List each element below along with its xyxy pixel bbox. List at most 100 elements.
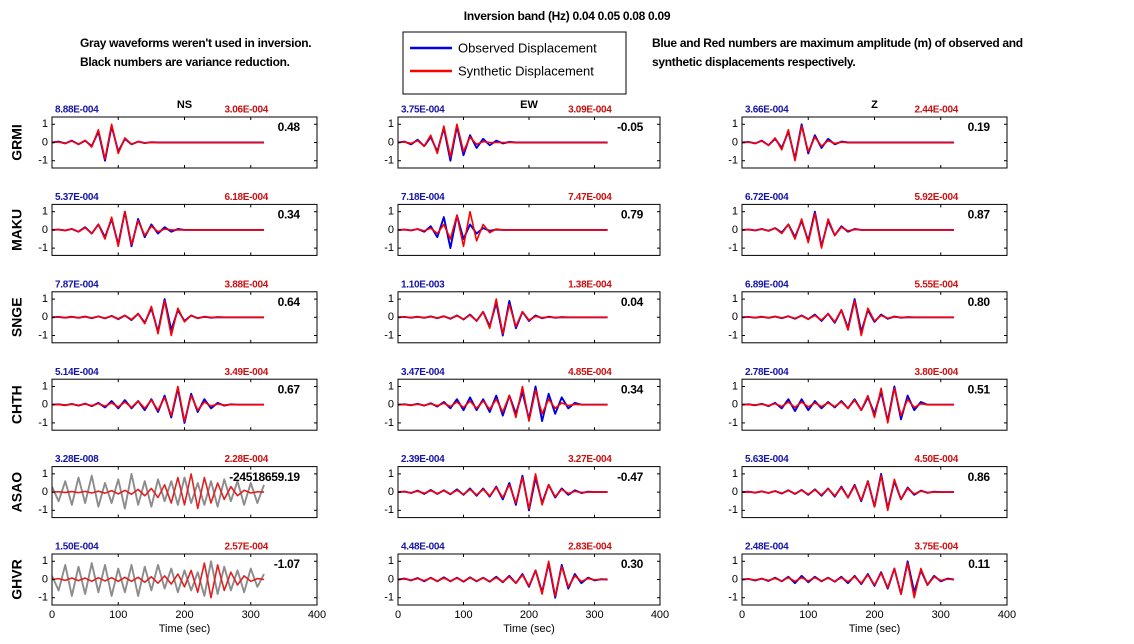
observed-max: 1.50E-004	[55, 542, 99, 553]
x-tick-label: 100	[109, 609, 127, 621]
y-tick-label: 1	[732, 468, 738, 480]
y-tick-label: 0	[388, 311, 394, 323]
variance-reduction: 0.87	[968, 208, 991, 222]
y-tick-label: -1	[384, 329, 394, 341]
y-tick-label: 0	[388, 486, 394, 498]
variance-reduction: 0.34	[278, 208, 301, 222]
x-tick-label: 100	[799, 609, 817, 621]
subplot: -1 0 1 2.78E-004 3.80E-004 0.51	[728, 367, 1008, 431]
station-label: SNGE	[9, 297, 25, 337]
waveforms	[742, 210, 954, 249]
waveform	[398, 210, 608, 248]
x-axis-label: Time (sec)	[159, 623, 211, 635]
observed-max: 7.18E-004	[401, 192, 445, 203]
waveform	[742, 387, 954, 424]
waveform	[52, 210, 264, 248]
synthetic-max: 3.75E-004	[915, 542, 959, 553]
x-tick-label: 200	[175, 609, 193, 621]
observed-max: 6.72E-004	[745, 192, 789, 203]
x-tick-label: 300	[585, 609, 603, 621]
x-tick-label: 400	[308, 609, 326, 621]
component-title: EW	[520, 99, 538, 111]
observed-max: 8.88E-004	[55, 105, 99, 116]
legend-label: Observed Displacement	[458, 40, 597, 55]
subplot: -1 0 1 8.88E-004 3.06E-004 0.48 NS GRMI	[9, 99, 318, 169]
waveforms	[52, 560, 265, 599]
subplot: -1 0 1 5.14E-004 3.49E-004 0.67 CHTH	[9, 367, 318, 431]
waveforms	[52, 210, 264, 248]
variance-reduction: 0.04	[621, 295, 644, 309]
variance-reduction: -1.07	[274, 557, 300, 571]
component-title: Z	[871, 99, 878, 111]
y-tick-label: 1	[732, 380, 738, 392]
waveforms	[742, 123, 954, 162]
subplot: -1 0 1 7.87E-004 3.88E-004 0.64 SNGE	[9, 279, 318, 344]
y-tick-label: 0	[732, 311, 738, 323]
synthetic-max: 2.28E-004	[225, 454, 269, 465]
variance-reduction: 0.30	[621, 557, 644, 571]
y-tick-label: 0	[388, 136, 394, 148]
y-tick-label: -1	[728, 417, 738, 429]
subplot: -1 0 1 6.72E-004 5.92E-004 0.87	[728, 192, 1008, 256]
subplot: -1 0 1 2.39E-004 3.27E-004 -0.47	[384, 454, 661, 519]
y-tick-label: 0	[732, 224, 738, 236]
observed-max: 4.48E-004	[401, 542, 445, 553]
plot-area	[742, 379, 1007, 431]
synthetic-max: 3.06E-004	[225, 105, 269, 116]
x-tick-label: 200	[520, 609, 538, 621]
legend-label: Synthetic Displacement	[458, 63, 594, 78]
component-title: NS	[177, 99, 192, 111]
waveforms	[398, 298, 608, 337]
y-tick-label: -1	[728, 242, 738, 254]
variance-reduction: -0.05	[617, 120, 643, 134]
y-tick-label: 0	[388, 573, 394, 585]
waveform	[52, 562, 265, 599]
y-tick-label: 1	[388, 555, 394, 567]
station-label: ASAO	[9, 472, 25, 513]
y-tick-label: 1	[42, 380, 48, 392]
waveforms	[398, 123, 608, 162]
plot-area	[742, 554, 1007, 605]
y-tick-label: 0	[732, 136, 738, 148]
waveforms	[52, 472, 265, 510]
variance-reduction: 0.48	[278, 120, 301, 134]
subplot: -1 0 1 3.66E-004 2.44E-004 0.19 Z	[728, 99, 1008, 169]
waveform	[742, 125, 954, 162]
y-tick-label: 1	[388, 468, 394, 480]
observed-max: 2.39E-004	[401, 454, 445, 465]
y-tick-label: -1	[728, 592, 738, 604]
y-tick-label: 0	[42, 136, 48, 148]
y-tick-label: -1	[384, 592, 394, 604]
legend-box	[402, 31, 627, 95]
variance-reduction: 0.11	[968, 557, 990, 571]
y-tick-label: 0	[42, 224, 48, 236]
synthetic-max: 5.55E-004	[915, 279, 959, 290]
y-tick-label: -1	[38, 155, 48, 167]
waveforms	[398, 210, 608, 250]
y-tick-label: -1	[728, 155, 738, 167]
station-label: MAKU	[9, 209, 25, 251]
observed-max: 2.48E-004	[745, 542, 789, 553]
variance-reduction: 0.51	[968, 382, 991, 396]
x-tick-label: 400	[998, 609, 1016, 621]
waveforms	[742, 298, 954, 337]
x-tick-label: 0	[49, 609, 55, 621]
synthetic-max: 3.80E-004	[915, 367, 959, 378]
waveform	[742, 562, 955, 599]
waveform	[52, 473, 265, 510]
synthetic-max: 3.27E-004	[568, 454, 612, 465]
waveform	[52, 123, 264, 160]
x-tick-label: 400	[651, 609, 669, 621]
synthetic-max: 3.88E-004	[225, 279, 269, 290]
y-tick-label: 1	[732, 555, 738, 567]
observed-max: 5.63E-004	[745, 454, 789, 465]
note: Blue and Red numbers are maximum amplitu…	[652, 36, 1023, 50]
observed-max: 3.47E-004	[401, 367, 445, 378]
variance-reduction: 0.80	[968, 295, 991, 309]
waveforms	[52, 385, 264, 424]
waveform	[398, 385, 608, 422]
